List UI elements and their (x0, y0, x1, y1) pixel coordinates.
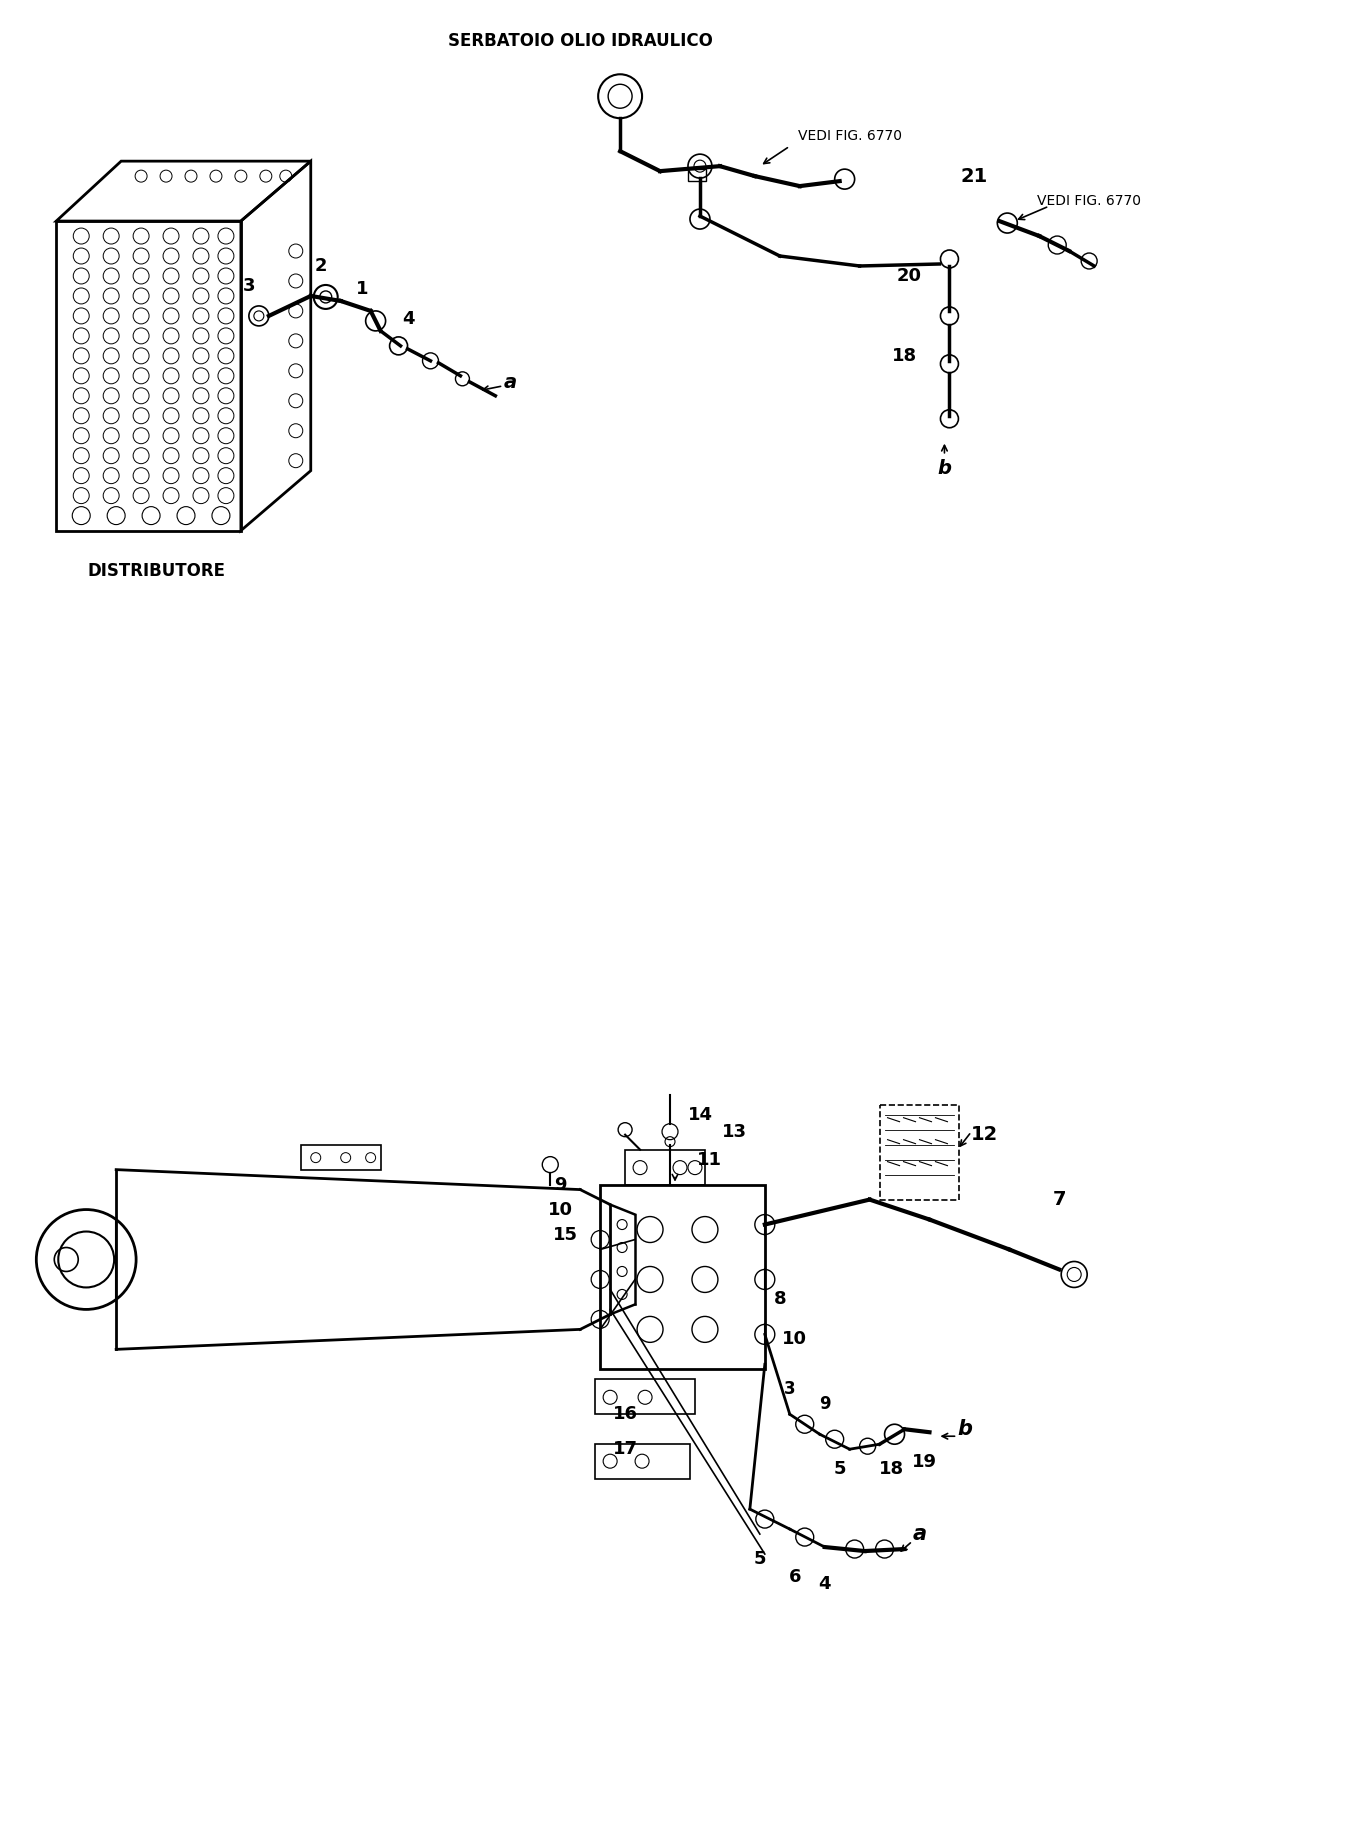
Text: 5: 5 (754, 1550, 766, 1568)
Text: 2: 2 (315, 256, 327, 275)
Text: 21: 21 (961, 166, 989, 186)
Text: 18: 18 (892, 346, 917, 365)
Text: 5: 5 (834, 1460, 846, 1478)
Text: DISTRIBUTORE: DISTRIBUTORE (87, 562, 225, 579)
Text: VEDI FIG. 6770: VEDI FIG. 6770 (1037, 194, 1142, 208)
Text: SERBATOIO OLIO IDRAULICO: SERBATOIO OLIO IDRAULICO (447, 33, 713, 50)
Bar (595, 1379, 696, 1414)
Text: 10: 10 (548, 1200, 572, 1218)
Text: b: b (937, 459, 952, 477)
Text: 14: 14 (687, 1106, 712, 1124)
Text: 3: 3 (243, 276, 255, 295)
Text: b: b (957, 1419, 972, 1439)
Text: 8: 8 (773, 1290, 786, 1309)
Bar (301, 1145, 381, 1170)
Text: 3: 3 (784, 1380, 796, 1399)
Text: 11: 11 (697, 1150, 723, 1168)
Text: 1: 1 (357, 280, 369, 299)
Text: 4: 4 (819, 1576, 831, 1592)
Text: a: a (913, 1524, 926, 1544)
Text: 19: 19 (913, 1452, 937, 1471)
Text: 18: 18 (879, 1460, 904, 1478)
Text: 15: 15 (553, 1226, 578, 1244)
Text: 20: 20 (898, 267, 922, 286)
Bar (601, 1185, 765, 1369)
Bar (595, 1445, 690, 1480)
Text: 12: 12 (971, 1126, 998, 1145)
Bar (687, 170, 706, 181)
Bar (880, 1104, 960, 1200)
Text: 9: 9 (819, 1395, 830, 1414)
Text: VEDI FIG. 6770: VEDI FIG. 6770 (797, 129, 902, 144)
Text: a: a (504, 374, 517, 393)
Text: 17: 17 (613, 1439, 637, 1458)
Text: 16: 16 (613, 1404, 637, 1423)
Bar (625, 1150, 705, 1185)
Text: 9: 9 (555, 1176, 567, 1194)
Text: 10: 10 (782, 1331, 807, 1349)
Text: 13: 13 (723, 1122, 747, 1141)
Text: 6: 6 (788, 1568, 801, 1587)
Text: 4: 4 (403, 310, 415, 328)
Text: 7: 7 (1052, 1191, 1066, 1209)
